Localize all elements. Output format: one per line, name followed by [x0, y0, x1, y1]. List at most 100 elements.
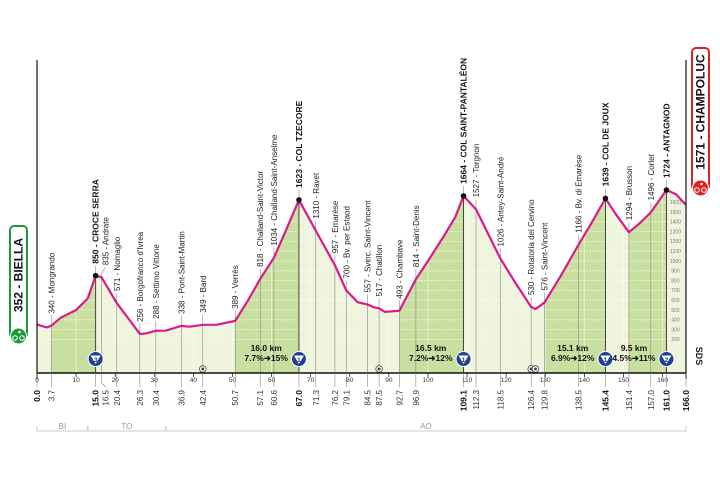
- profile-line: [36, 188, 687, 336]
- km-label: 166.0: [681, 390, 691, 412]
- wheel: [701, 187, 707, 193]
- kom-category: 2: [665, 357, 669, 364]
- waypoint-label: 1623 - COL TZECORE: [294, 100, 304, 188]
- province-bracket: [165, 426, 687, 432]
- altitude-tick-label: 1400: [670, 220, 681, 226]
- km-label: 151.4: [625, 389, 634, 410]
- x-tick-label: 160: [657, 377, 668, 384]
- marker-dot: [533, 367, 537, 371]
- altitude-tick-label: 1200: [670, 239, 681, 245]
- wheel: [694, 187, 700, 193]
- finish-badge-label: 1571 - CHAMPOLUC: [694, 54, 708, 170]
- waypoint-label: 1294 - Brusson: [625, 166, 634, 220]
- altitude-tick-label: 1500: [670, 210, 681, 216]
- kom-category: 1: [604, 357, 608, 364]
- kom-badge: 3: [87, 351, 104, 367]
- km-label: 15.0: [91, 390, 101, 407]
- waypoint-label: 1166 - Bv. di Emarèse: [574, 154, 583, 233]
- km-label: 161.0: [661, 390, 671, 412]
- x-tick-label: 90: [385, 377, 393, 384]
- waypoint-label: 1639 - COL DE JOUX: [600, 102, 610, 186]
- kom-category: 3: [94, 357, 98, 364]
- altitude-tick-label: 600: [671, 298, 680, 304]
- altitude-tick-label: 1100: [670, 249, 681, 255]
- waypoint-label: 1527 - Torgnon: [472, 144, 481, 198]
- km-label: 96.9: [412, 389, 421, 405]
- km-label: 145.4: [600, 390, 610, 412]
- start-badge-label: 352 - BIELLA: [12, 238, 26, 312]
- waypoint-label: 571 - Nomaglio: [113, 236, 122, 291]
- x-tick-label: 70: [307, 377, 315, 384]
- climb-length: 15.1 km: [557, 343, 589, 353]
- km-label-tick: [101, 373, 106, 388]
- km-label: 84.5: [363, 389, 372, 405]
- profile-area-fill: [37, 190, 686, 373]
- waypoint-label: 576 - Saint-Vincent: [540, 222, 549, 291]
- km-label: 71.3: [312, 389, 321, 405]
- km-label: 36.9: [177, 389, 186, 405]
- x-tick-label: 20: [112, 377, 120, 384]
- cyclist-icon: [10, 327, 27, 345]
- start-badge: 352 - BIELLA: [9, 225, 28, 345]
- cyclist-icon: [692, 179, 709, 197]
- finish-badge: 1571 - CHAMPOLUC: [691, 47, 710, 197]
- waypoint-label: 517 - Chatillon: [375, 245, 384, 297]
- altitude-tick-label: 200: [671, 337, 680, 343]
- x-tick-label: 150: [618, 377, 629, 384]
- waypoint-label: 1310 - Ravet: [312, 172, 321, 219]
- altitude-tick-label: 300: [671, 327, 680, 333]
- km-label: 92.7: [395, 389, 404, 405]
- km-label: 3.7: [47, 389, 56, 401]
- altitude-tick-label: 500: [671, 308, 680, 314]
- kom-category: 1: [462, 357, 466, 364]
- climb-length: 16.5 km: [415, 343, 447, 353]
- km-label: 26.3: [136, 389, 145, 405]
- x-tick-label: 40: [190, 377, 198, 384]
- x-tick-label: 60: [268, 377, 276, 384]
- mountain-triangle-icon: [661, 355, 672, 364]
- waypoint-label: 256 - Borgofranco d'Ivrea: [136, 231, 145, 322]
- kom-category: 1: [297, 357, 301, 364]
- sds-logo: SDS: [694, 347, 704, 366]
- province-label: BI: [59, 422, 67, 431]
- climb-area-fill: [399, 195, 464, 373]
- summit-dot: [663, 187, 670, 193]
- altitude-tick-label: 700: [671, 288, 680, 294]
- x-tick-label: 120: [501, 377, 512, 384]
- km-label: 16.5: [102, 389, 111, 405]
- kom-badge: 1: [597, 351, 614, 367]
- km-label: 42.4: [199, 389, 208, 405]
- climb-gradient: 6.9%➜12%: [551, 353, 595, 363]
- intermediate-point-icon: [199, 365, 207, 373]
- x-tick-label: 50: [229, 377, 237, 384]
- x-tick-label: 130: [540, 377, 551, 384]
- mountain-triangle-icon: [90, 355, 101, 364]
- altitude-tick-label: 400: [671, 318, 680, 324]
- km-label: 57.1: [256, 389, 265, 405]
- rider-head: [700, 182, 703, 186]
- altitude-tick-label: 900: [671, 269, 680, 275]
- km-label: 126.4: [527, 389, 536, 410]
- summit-dot: [92, 272, 99, 279]
- mountain-triangle-icon: [458, 355, 469, 364]
- marker-dot: [377, 367, 381, 371]
- x-tick-label: 10: [72, 377, 80, 384]
- km-label: 112.3: [472, 389, 481, 409]
- x-tick-label: 100: [423, 377, 434, 384]
- climb-length: 9.5 km: [621, 343, 648, 353]
- waypoint-label: 530 - Rotatoria del Cervino: [527, 199, 536, 295]
- climb-gradient: 7.7%➜15%: [244, 353, 288, 363]
- km-label: 157.0: [647, 389, 656, 410]
- waypoint-label: 557 - Svinc. Saint-Vincent: [363, 200, 372, 293]
- altitude-tick-label: 1600: [670, 200, 681, 206]
- intermediate-point-icon: [531, 365, 540, 373]
- waypoint-label: 349 - Bard: [199, 275, 208, 312]
- x-tick-label: 80: [346, 377, 354, 384]
- summit-dot: [460, 193, 467, 199]
- waypoint-label: 957 - Emarèse: [331, 200, 340, 253]
- climb-area-fill: [628, 190, 667, 373]
- km-label: 60.6: [270, 389, 279, 405]
- summit-dot: [296, 197, 302, 203]
- km-label: 50.7: [231, 389, 240, 405]
- marker-dot: [201, 367, 205, 371]
